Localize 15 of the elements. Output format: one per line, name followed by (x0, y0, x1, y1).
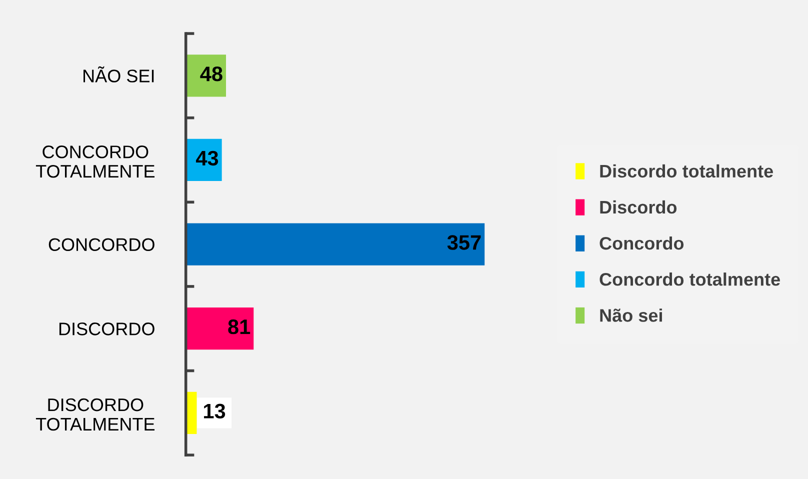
data-label: 48 (200, 66, 222, 82)
legend-label: Discordo totalmente (600, 164, 773, 178)
data-label: 13 (204, 404, 226, 419)
legend-label: Não sei (600, 308, 662, 322)
data-label: 81 (228, 319, 250, 334)
legend-label: Discordo (600, 200, 677, 214)
legend-label: Concordo (600, 236, 684, 250)
data-label: 43 (196, 150, 218, 166)
y-tick-label: NÃO SEI (84, 66, 154, 82)
y-tick-label: DISCORDO (59, 322, 154, 336)
legend-label: Concordo totalmente (600, 272, 780, 286)
data-label: 357 (447, 235, 481, 250)
y-tick-label: DISCORDO TOTALMENTE (36, 398, 155, 431)
y-tick-label: CONCORDO TOTALMENTE (36, 146, 155, 178)
y-tick-label: CONCORDO (48, 238, 154, 252)
